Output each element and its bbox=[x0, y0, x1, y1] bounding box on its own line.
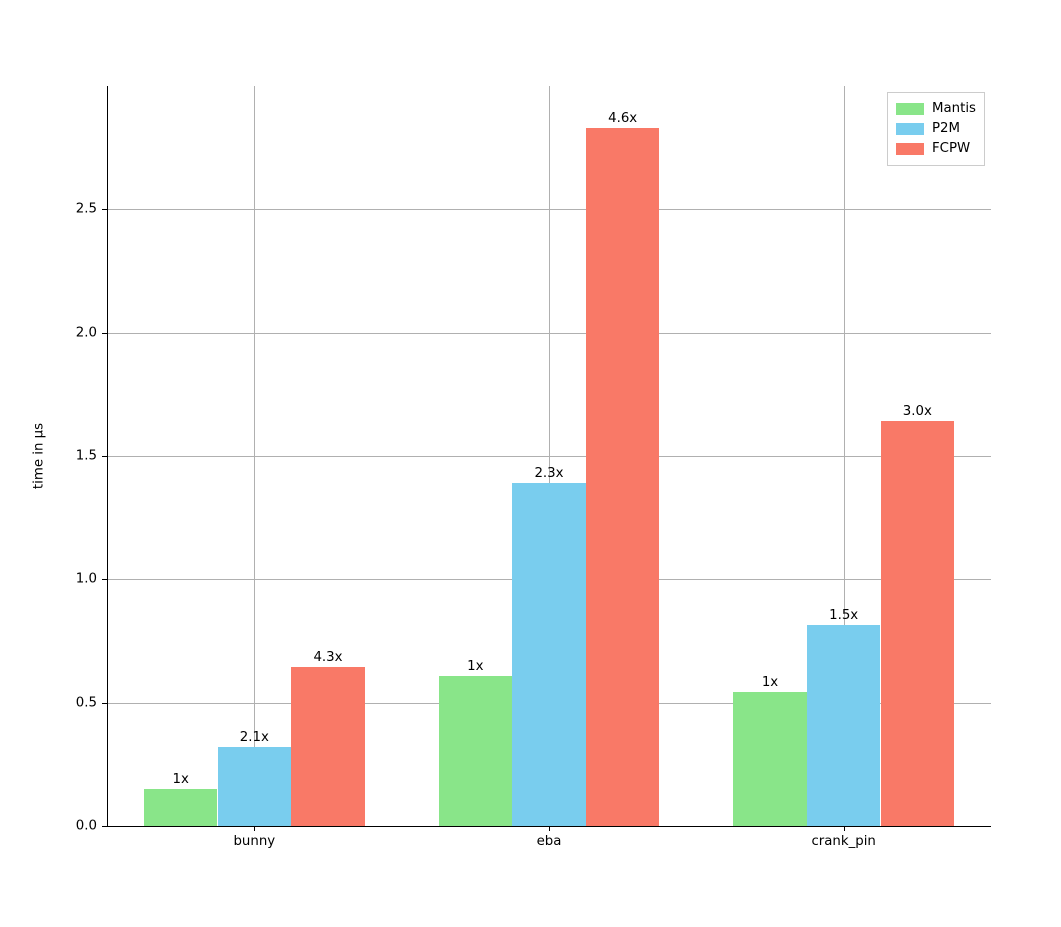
y-tick-label: 1.0 bbox=[37, 572, 97, 587]
bar-label: 4.3x bbox=[313, 650, 342, 665]
x-tick bbox=[254, 826, 255, 831]
bar-label: 1x bbox=[762, 675, 778, 690]
y-tick bbox=[102, 826, 107, 827]
y-tick bbox=[102, 703, 107, 704]
plot-area: 1x2.1x4.3x1x2.3x4.6x1x1.5x3.0x0.00.51.01… bbox=[107, 86, 991, 826]
legend-label: Mantis bbox=[932, 99, 976, 119]
legend-label: FCPW bbox=[932, 139, 970, 159]
grid-line bbox=[254, 86, 255, 826]
figure: 1x2.1x4.3x1x2.3x4.6x1x1.5x3.0x0.00.51.01… bbox=[0, 0, 1061, 927]
x-tick-label: eba bbox=[537, 834, 562, 849]
x-tick bbox=[549, 826, 550, 831]
bar-fcpw-crank_pin bbox=[881, 421, 955, 826]
y-tick bbox=[102, 456, 107, 457]
y-tick bbox=[102, 333, 107, 334]
bar-fcpw-eba bbox=[586, 128, 660, 826]
legend-label: P2M bbox=[932, 119, 960, 139]
y-axis-label: time in μs bbox=[32, 423, 47, 489]
bar-label: 2.3x bbox=[534, 466, 563, 481]
y-tick bbox=[102, 579, 107, 580]
bar-label: 2.1x bbox=[240, 730, 269, 745]
y-tick-label: 0.5 bbox=[37, 695, 97, 710]
legend-swatch bbox=[896, 103, 924, 115]
legend-item-fcpw: FCPW bbox=[896, 139, 976, 159]
y-axis bbox=[107, 86, 108, 826]
y-tick-label: 2.5 bbox=[37, 202, 97, 217]
bar-mantis-bunny bbox=[144, 789, 218, 826]
bar-label: 1.5x bbox=[829, 608, 858, 623]
legend-swatch bbox=[896, 123, 924, 135]
legend-item-p2m: P2M bbox=[896, 119, 976, 139]
bar-label: 4.6x bbox=[608, 111, 637, 126]
legend-item-mantis: Mantis bbox=[896, 99, 976, 119]
bar-label: 1x bbox=[467, 659, 483, 674]
x-tick bbox=[844, 826, 845, 831]
x-tick-label: crank_pin bbox=[811, 834, 875, 849]
legend: MantisP2MFCPW bbox=[887, 92, 985, 166]
bar-p2m-bunny bbox=[218, 747, 292, 826]
legend-swatch bbox=[896, 143, 924, 155]
y-tick-label: 2.0 bbox=[37, 325, 97, 340]
x-tick-label: bunny bbox=[233, 834, 275, 849]
y-tick bbox=[102, 209, 107, 210]
bar-p2m-eba bbox=[512, 483, 586, 826]
bar-mantis-eba bbox=[439, 676, 513, 826]
bar-fcpw-bunny bbox=[291, 667, 365, 826]
bar-p2m-crank_pin bbox=[807, 625, 881, 826]
y-tick-label: 0.0 bbox=[37, 819, 97, 834]
bar-label: 1x bbox=[172, 772, 188, 787]
bar-mantis-crank_pin bbox=[733, 692, 807, 826]
bar-label: 3.0x bbox=[903, 404, 932, 419]
